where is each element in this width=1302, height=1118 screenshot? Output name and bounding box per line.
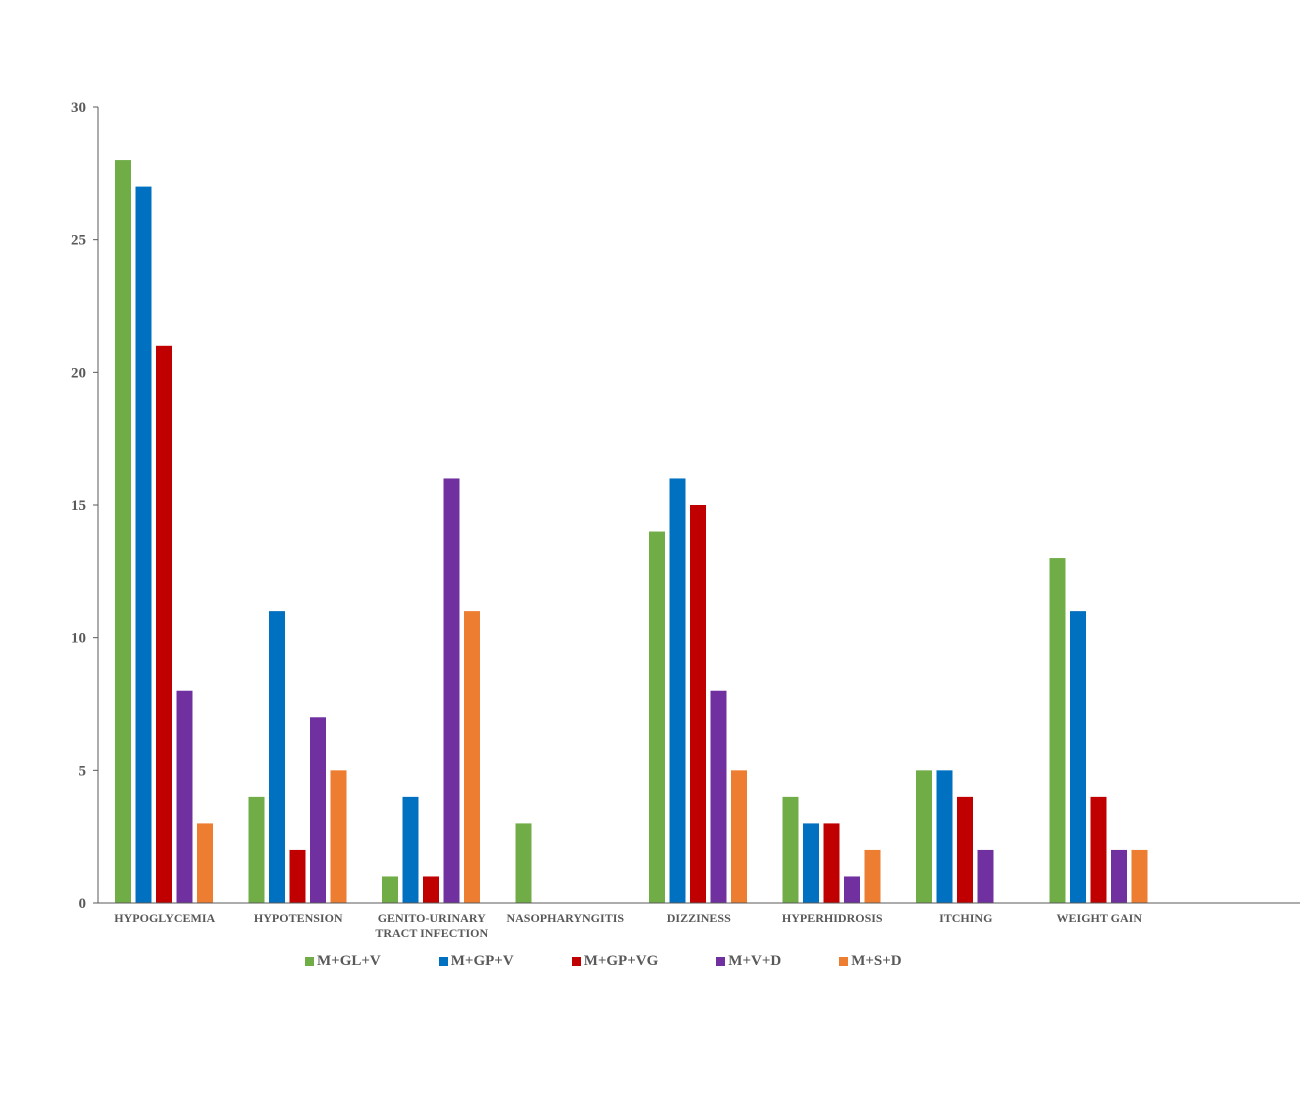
bar bbox=[823, 823, 840, 903]
y-tick-label: 20 bbox=[71, 365, 86, 381]
bar bbox=[1111, 849, 1127, 903]
legend-label: M+GL+V bbox=[317, 953, 381, 969]
bar bbox=[1090, 796, 1107, 903]
x-category-label: WEIGHT GAIN bbox=[1057, 911, 1143, 925]
bar bbox=[156, 345, 172, 903]
legend-label: M+S+D bbox=[851, 953, 902, 969]
y-tick-label: 25 bbox=[71, 233, 86, 249]
x-category-label: GENITO-URINARY TRACT INFECTION bbox=[375, 911, 488, 940]
bar bbox=[443, 478, 460, 903]
bar bbox=[1070, 611, 1086, 903]
legend-label: M+GP+V bbox=[450, 953, 514, 969]
y-tick-label: 15 bbox=[71, 498, 86, 514]
x-category-label: HYPOTENSION bbox=[254, 911, 343, 925]
bar bbox=[731, 770, 747, 903]
bar bbox=[464, 611, 480, 903]
x-category-label: HYPERHIDROSIS bbox=[782, 911, 883, 925]
y-tick-label: 5 bbox=[79, 763, 87, 779]
bar bbox=[289, 849, 306, 903]
bar bbox=[669, 478, 686, 903]
bar bbox=[382, 876, 398, 903]
bar bbox=[864, 849, 881, 903]
y-ticks-group: 0 5 10 15 20 25 30 bbox=[71, 100, 98, 912]
x-category-label: DIZZINESS bbox=[667, 911, 731, 925]
legend-label: M+V+D bbox=[728, 953, 782, 969]
bars-group bbox=[115, 160, 1148, 904]
bar bbox=[803, 823, 819, 903]
legend-item: M+GP+VG bbox=[571, 953, 659, 970]
y-tick-label: 10 bbox=[71, 631, 86, 647]
x-category-label: ITCHING bbox=[939, 911, 992, 925]
bar bbox=[248, 796, 265, 903]
y-tick-label: 0 bbox=[79, 896, 87, 912]
x-category-label: HYPOGLYCEMIA bbox=[114, 911, 215, 925]
legend-item: M+V+D bbox=[716, 953, 781, 970]
legend-item: M+GP+V bbox=[438, 953, 514, 970]
bar bbox=[176, 690, 193, 903]
bar bbox=[135, 186, 152, 904]
bar bbox=[936, 770, 953, 903]
bar bbox=[269, 611, 285, 903]
x-category-label: NASOPHARYNGITIS bbox=[506, 911, 624, 925]
bar bbox=[649, 531, 665, 903]
bar bbox=[957, 796, 973, 903]
bar bbox=[710, 690, 727, 903]
bar bbox=[690, 505, 706, 903]
bar bbox=[782, 796, 799, 903]
bar bbox=[402, 796, 419, 903]
legend-item: M+S+D bbox=[839, 953, 902, 970]
y-tick-label: 30 bbox=[71, 100, 86, 116]
legend-swatch bbox=[438, 957, 448, 966]
bar bbox=[916, 770, 932, 903]
bar bbox=[515, 823, 532, 903]
bar bbox=[977, 849, 994, 903]
bar bbox=[310, 717, 326, 903]
bar bbox=[844, 876, 860, 903]
bar bbox=[423, 876, 439, 903]
bar bbox=[115, 160, 131, 904]
bar bbox=[330, 770, 347, 903]
legend-swatch bbox=[716, 957, 726, 966]
legend-item: M+GL+V bbox=[305, 953, 381, 970]
legend-swatch bbox=[839, 957, 849, 966]
legend-swatch bbox=[571, 957, 581, 966]
bar bbox=[197, 823, 213, 903]
x-labels-group: HYPOGLYCEMIA HYPOTENSION GENITO-URINARY TRA… bbox=[114, 911, 1142, 940]
legend-label: M+GP+VG bbox=[583, 953, 659, 969]
legend: M+GL+V M+GP+V M+GP+VG M+V+D M+S+D bbox=[305, 953, 960, 970]
bar bbox=[1049, 558, 1066, 903]
bar bbox=[1131, 849, 1148, 903]
legend-swatch bbox=[305, 957, 314, 966]
